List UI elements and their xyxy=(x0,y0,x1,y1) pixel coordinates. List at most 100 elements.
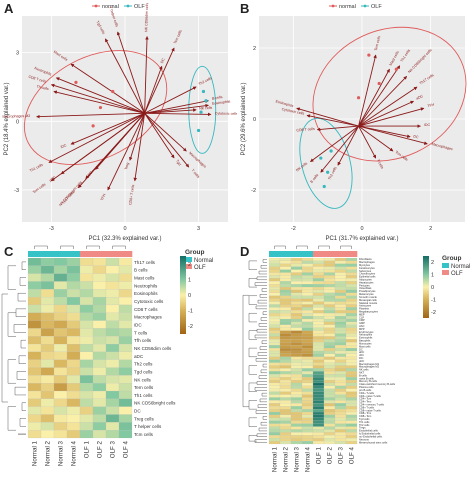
heatmap-cell xyxy=(268,313,281,317)
heatmap-cell xyxy=(301,379,314,384)
heatmap-cell xyxy=(79,257,94,266)
loading-label: aDC xyxy=(86,170,94,178)
row-label: B cells xyxy=(134,268,148,273)
heatmap-cell xyxy=(312,321,325,325)
heatmap-cell xyxy=(312,260,325,264)
loading-label: DC xyxy=(160,57,166,64)
heatmap-cell xyxy=(53,398,68,407)
heatmap-cell xyxy=(279,295,292,299)
heatmap-cell xyxy=(345,417,358,421)
heatmap-cell xyxy=(118,328,133,337)
heatmap-cell xyxy=(118,281,133,290)
heatmap-cell xyxy=(301,257,314,261)
loading-label: TFH xyxy=(100,193,107,201)
heatmap-cell xyxy=(345,377,358,381)
heatmap-cell xyxy=(27,422,42,431)
row-label: Mesenchymal stem cells xyxy=(359,440,388,444)
heatmap-cell xyxy=(345,435,358,439)
heatmap-cell xyxy=(268,379,281,384)
heatmap-cell xyxy=(323,420,336,424)
heatmap-cell xyxy=(323,417,336,421)
group-legend-swatch-olf xyxy=(442,270,449,275)
heatmap-cell xyxy=(323,385,336,389)
row-label: Epithelial cells xyxy=(359,275,376,279)
heatmap-cell xyxy=(345,275,358,279)
heatmap-cell xyxy=(323,374,336,378)
heatmap-cell xyxy=(301,310,314,314)
color-scale-tick: 1 xyxy=(188,277,191,283)
heatmap-cell xyxy=(279,342,292,346)
heatmap-cell xyxy=(118,367,133,376)
legend-marker-normal xyxy=(331,4,335,8)
color-scale-tick: -2 xyxy=(188,324,193,330)
heatmap-cell xyxy=(301,333,314,337)
heatmap-cell xyxy=(268,260,281,264)
heatmap-cell xyxy=(66,383,81,392)
heatmap-cell xyxy=(27,359,42,368)
heatmap-cell xyxy=(66,430,81,439)
row-label: pDC xyxy=(359,359,364,363)
row-label: cDC xyxy=(359,353,364,357)
heatmap-cell xyxy=(334,316,347,320)
heatmap-cell xyxy=(53,383,68,392)
heatmap-cell xyxy=(290,339,303,343)
heatmap-cell xyxy=(279,391,292,395)
heatmap-cell xyxy=(323,284,336,288)
heatmap-cell xyxy=(334,385,347,389)
x-tick-label: -3 xyxy=(49,226,54,232)
heatmap-cell xyxy=(27,383,42,392)
heatmap-cell xyxy=(27,304,42,313)
heatmap-cell xyxy=(92,312,107,321)
heatmap-cell xyxy=(290,377,303,381)
heatmap-cell xyxy=(334,435,347,439)
loading-arrow xyxy=(129,113,146,161)
heatmap-cell xyxy=(334,409,347,413)
heatmap-cell xyxy=(334,307,347,311)
heatmap-cell xyxy=(279,441,292,445)
heatmap-cell xyxy=(301,438,314,442)
heatmap-cell xyxy=(323,307,336,311)
heatmap-cell xyxy=(334,269,347,273)
heatmap-cell xyxy=(105,390,120,399)
heatmap-cell xyxy=(79,359,94,368)
row-label: Macrophages xyxy=(134,315,163,320)
heatmap-cell xyxy=(301,362,314,366)
heatmap-cell xyxy=(92,289,107,298)
heatmap-cell xyxy=(334,356,347,360)
heatmap-cell xyxy=(334,286,347,291)
heatmap-cell xyxy=(290,313,303,317)
loading-label: Tem cells xyxy=(374,35,381,51)
heatmap-cell xyxy=(345,327,358,331)
group-bar-cell xyxy=(313,251,325,257)
heatmap-cell xyxy=(312,324,325,328)
heatmap-cell xyxy=(279,284,292,288)
heatmap-cell xyxy=(268,336,281,340)
heatmap-cell xyxy=(40,367,55,376)
heatmap-cell xyxy=(279,371,292,375)
heatmap-cell xyxy=(279,356,292,360)
loading-label: B cells xyxy=(310,173,320,184)
row-label: CD4+ naive T-cells xyxy=(359,394,381,398)
heatmap-cell xyxy=(290,400,303,404)
heatmap-cell xyxy=(79,430,94,439)
row-label: Keratinocytes xyxy=(359,266,375,270)
heatmap-cell xyxy=(40,430,55,439)
heatmap-cell xyxy=(345,284,358,288)
heatmap-cell xyxy=(323,260,336,264)
heatmap-cell xyxy=(66,273,81,282)
heatmap-cell xyxy=(345,266,358,270)
heatmap-cell xyxy=(118,390,133,399)
heatmap-cell xyxy=(268,374,281,378)
row-label: GMP xyxy=(359,321,365,325)
heatmap-cell xyxy=(279,324,292,328)
heatmap-cell xyxy=(312,426,325,430)
heatmap-cell xyxy=(312,368,325,372)
row-label: Fibroblasts xyxy=(359,257,372,261)
heatmap-cell xyxy=(92,406,107,415)
heatmap-cell xyxy=(301,441,314,445)
heatmap-cell xyxy=(92,375,107,384)
sample-point-olf xyxy=(199,110,203,114)
color-scale-tick: 1 xyxy=(431,273,434,279)
heatmap-cell xyxy=(334,374,347,378)
heatmap-cell xyxy=(105,375,120,384)
